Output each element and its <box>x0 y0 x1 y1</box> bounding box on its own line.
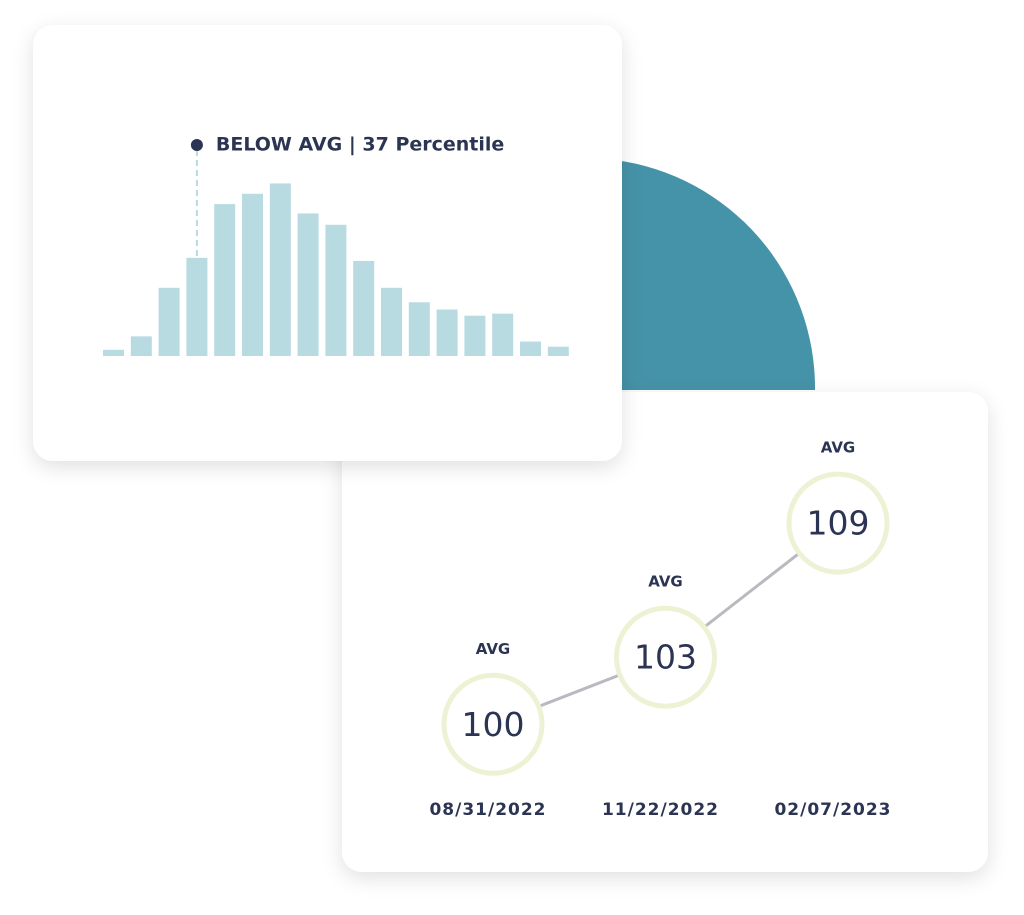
histogram: BELOW AVG | 37 Percentile <box>103 134 569 356</box>
point-label: AVG <box>476 640 511 658</box>
value-label: 100 <box>462 705 525 744</box>
bar <box>381 287 402 356</box>
bar <box>520 341 541 356</box>
value-label: 103 <box>634 638 697 677</box>
bar <box>464 315 486 356</box>
bar <box>492 313 514 356</box>
bar <box>269 183 291 356</box>
bar <box>103 349 124 356</box>
bar <box>408 302 430 356</box>
bar <box>214 204 236 356</box>
point <box>441 672 545 776</box>
bar <box>297 213 319 356</box>
bar <box>186 257 208 356</box>
bar <box>436 309 458 356</box>
point-label: AVG <box>821 439 856 457</box>
point-label: AVG <box>648 573 683 591</box>
value-label: 109 <box>807 504 870 543</box>
bar <box>325 224 347 356</box>
x-tick-label: 11/22/2022 <box>602 800 719 820</box>
x-tick-label: 08/31/2022 <box>429 800 546 820</box>
bar <box>547 346 569 356</box>
bar <box>242 193 263 356</box>
annotation: BELOW AVG | 37 Percentile <box>216 134 504 156</box>
point <box>614 605 717 709</box>
bar <box>353 260 375 356</box>
decor-arc <box>615 160 816 390</box>
trend-chart: 100 AVG 08/31/2022 103 AVG 11/22/2022 109 AVG 02… <box>429 439 891 820</box>
bar <box>130 336 152 356</box>
bar <box>158 287 180 356</box>
point <box>786 471 890 575</box>
x-tick-label: 02/07/2023 <box>774 800 891 820</box>
annotation-dot <box>190 139 203 151</box>
